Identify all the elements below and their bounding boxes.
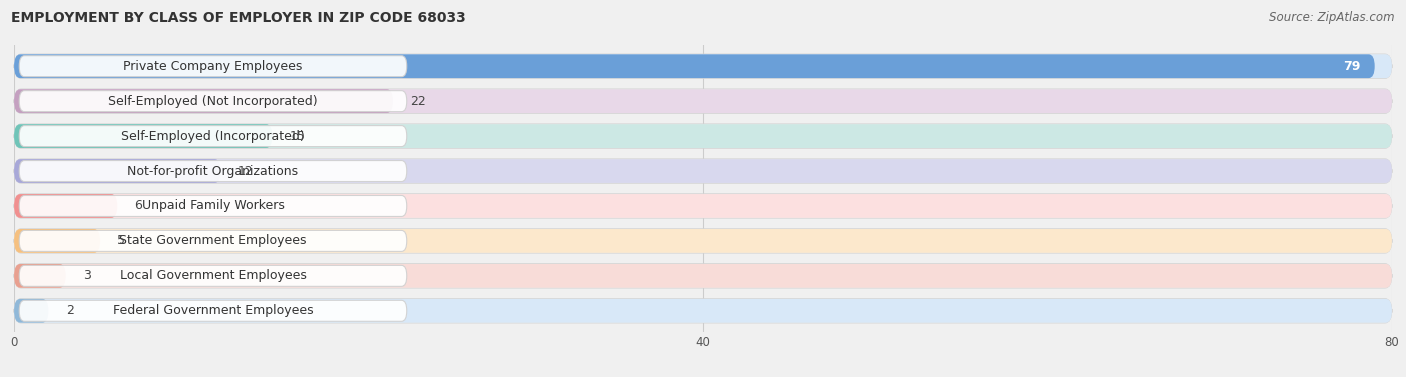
Text: 2: 2: [66, 304, 73, 317]
Text: Self-Employed (Not Incorporated): Self-Employed (Not Incorporated): [108, 95, 318, 108]
FancyBboxPatch shape: [14, 264, 1392, 288]
FancyBboxPatch shape: [14, 229, 1392, 253]
FancyBboxPatch shape: [14, 124, 273, 148]
FancyBboxPatch shape: [14, 124, 1392, 148]
FancyBboxPatch shape: [14, 194, 118, 218]
Text: Source: ZipAtlas.com: Source: ZipAtlas.com: [1270, 11, 1395, 24]
Text: 5: 5: [118, 234, 125, 247]
FancyBboxPatch shape: [14, 89, 394, 113]
FancyBboxPatch shape: [14, 194, 1392, 218]
Text: Not-for-profit Organizations: Not-for-profit Organizations: [128, 164, 298, 178]
FancyBboxPatch shape: [14, 299, 1392, 323]
Text: Unpaid Family Workers: Unpaid Family Workers: [142, 199, 284, 213]
Text: 15: 15: [290, 130, 305, 143]
Text: EMPLOYMENT BY CLASS OF EMPLOYER IN ZIP CODE 68033: EMPLOYMENT BY CLASS OF EMPLOYER IN ZIP C…: [11, 11, 465, 25]
Text: State Government Employees: State Government Employees: [120, 234, 307, 247]
FancyBboxPatch shape: [14, 264, 1392, 288]
FancyBboxPatch shape: [20, 90, 406, 112]
FancyBboxPatch shape: [20, 265, 406, 287]
FancyBboxPatch shape: [20, 196, 406, 216]
Text: 22: 22: [411, 95, 426, 108]
FancyBboxPatch shape: [14, 54, 1392, 78]
FancyBboxPatch shape: [14, 264, 66, 288]
Text: 3: 3: [83, 269, 91, 282]
Text: 12: 12: [238, 164, 253, 178]
FancyBboxPatch shape: [14, 229, 100, 253]
FancyBboxPatch shape: [20, 56, 406, 77]
Text: Local Government Employees: Local Government Employees: [120, 269, 307, 282]
FancyBboxPatch shape: [20, 230, 406, 251]
FancyBboxPatch shape: [14, 159, 221, 183]
FancyBboxPatch shape: [14, 54, 1375, 78]
FancyBboxPatch shape: [14, 89, 1392, 113]
FancyBboxPatch shape: [14, 124, 1392, 148]
FancyBboxPatch shape: [14, 229, 1392, 253]
FancyBboxPatch shape: [20, 126, 406, 147]
FancyBboxPatch shape: [14, 89, 1392, 113]
FancyBboxPatch shape: [14, 299, 48, 323]
FancyBboxPatch shape: [14, 54, 1392, 78]
Text: Self-Employed (Incorporated): Self-Employed (Incorporated): [121, 130, 305, 143]
FancyBboxPatch shape: [14, 194, 1392, 218]
Text: 79: 79: [1344, 60, 1361, 73]
Text: 6: 6: [135, 199, 142, 213]
FancyBboxPatch shape: [20, 300, 406, 321]
FancyBboxPatch shape: [14, 159, 1392, 183]
FancyBboxPatch shape: [14, 299, 1392, 323]
Text: Private Company Employees: Private Company Employees: [124, 60, 302, 73]
FancyBboxPatch shape: [14, 159, 1392, 183]
Text: Federal Government Employees: Federal Government Employees: [112, 304, 314, 317]
FancyBboxPatch shape: [20, 161, 406, 181]
